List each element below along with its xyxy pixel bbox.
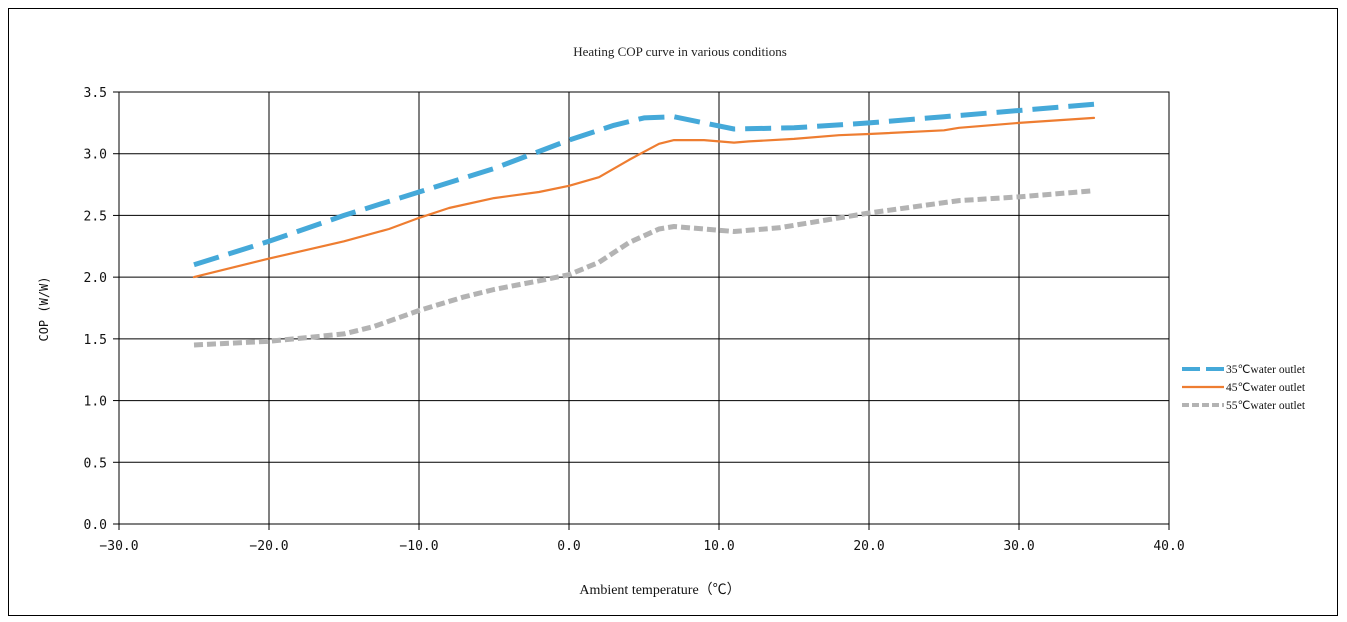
legend-label-2: 45℃water outlet (1226, 382, 1306, 394)
x-tick-label: 0.0 (557, 539, 580, 554)
series-line-1 (193, 101, 1095, 268)
x-tick-label: 30.0 (1003, 539, 1034, 554)
y-tick-label: 0.0 (84, 518, 107, 533)
legend-label-3: 55℃water outlet (1226, 400, 1306, 412)
legend-label-1: 35℃water outlet (1226, 364, 1306, 376)
x-tick-label: −20.0 (249, 539, 288, 554)
x-tick-label: 20.0 (853, 539, 884, 554)
x-tick-label: 40.0 (1153, 539, 1184, 554)
series-layer (192, 101, 1096, 348)
x-tick-label: 10.0 (703, 539, 734, 554)
y-tick-label: 1.0 (84, 395, 107, 410)
y-tick-label: 3.5 (84, 86, 107, 101)
y-tick-label: 0.5 (84, 456, 107, 471)
x-axis-label: Ambient temperature（℃） (579, 582, 740, 598)
legend: 35℃water outlet 45℃water outlet 55℃water o… (1182, 364, 1306, 412)
series-line-2 (192, 116, 1096, 279)
chart-frame (8, 8, 1338, 616)
y-axis-label: COP (W/W) (37, 276, 51, 341)
y-tick-label: 3.0 (84, 148, 107, 163)
plot-area (118, 91, 1170, 525)
chart-title: Heating COP curve in various conditions (573, 44, 787, 59)
y-tick-label: 1.5 (84, 333, 107, 348)
y-tick-label: 2.0 (84, 271, 107, 286)
y-tick-label: 2.5 (84, 209, 107, 224)
tick-layer: 0.0 0.5 1.0 1.5 2.0 2.5 3.0 3.5 −30.0 −20.0 −10.0 0… (84, 86, 1185, 554)
grid-layer (113, 91, 1170, 530)
x-tick-label: −30.0 (99, 539, 138, 554)
x-tick-label: −10.0 (399, 539, 438, 554)
series-line-3 (193, 188, 1095, 348)
